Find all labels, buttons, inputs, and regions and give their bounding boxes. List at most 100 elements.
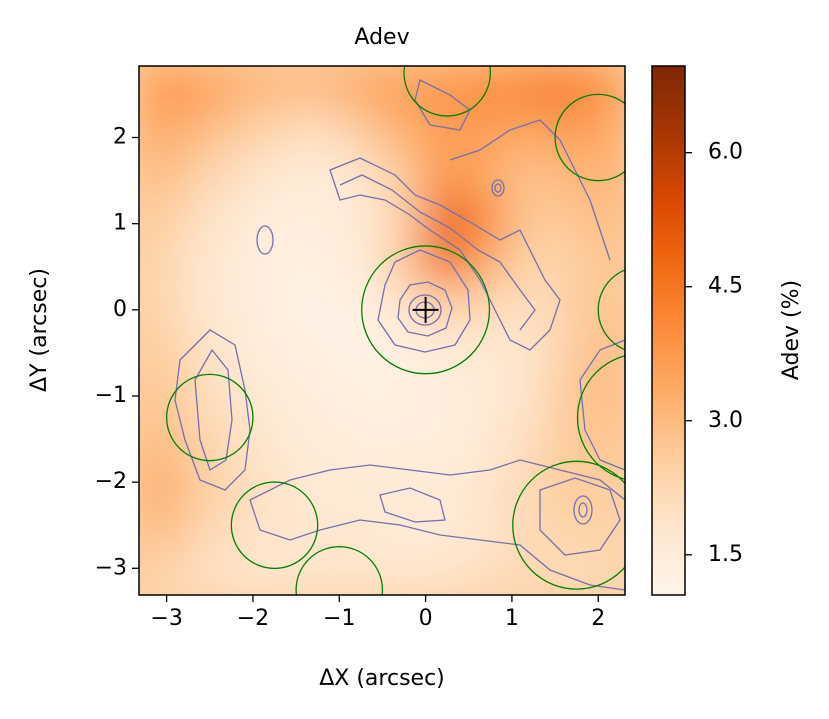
heatmap-cell bbox=[179, 506, 221, 552]
heatmap-cell bbox=[301, 110, 342, 155]
contour bbox=[256, 225, 274, 255]
heatmap-cell bbox=[301, 66, 342, 111]
heatmap-cell bbox=[422, 66, 464, 111]
heatmap-cell bbox=[422, 550, 464, 595]
y-tick-label: 0 bbox=[113, 297, 127, 322]
heatmap-cell bbox=[584, 286, 625, 331]
heatmap-cell bbox=[139, 154, 180, 199]
heatmap-cell bbox=[341, 110, 383, 155]
heatmap-cell bbox=[544, 418, 585, 464]
contour bbox=[494, 183, 502, 193]
contour bbox=[579, 339, 625, 471]
heatmap-cell bbox=[544, 242, 585, 287]
x-tick-label: 0 bbox=[419, 606, 433, 631]
aperture-circle bbox=[554, 93, 625, 182]
heatmap-cell bbox=[544, 462, 585, 508]
heatmap-cell bbox=[220, 66, 261, 111]
heatmap-cell bbox=[422, 198, 464, 243]
heatmap-cell bbox=[220, 286, 261, 331]
heatmap-cell bbox=[341, 66, 383, 111]
y-tick-label: 2 bbox=[113, 125, 127, 150]
heatmap-cell bbox=[179, 286, 221, 331]
contour bbox=[249, 459, 625, 591]
contour bbox=[379, 487, 446, 523]
heatmap-cell bbox=[139, 198, 180, 243]
heatmap-cell bbox=[260, 110, 302, 155]
heatmap-cell bbox=[503, 154, 545, 199]
heatmap-cell bbox=[260, 286, 302, 331]
heatmap-cell bbox=[179, 110, 221, 155]
heatmap-cell bbox=[503, 66, 545, 111]
heatmap-cell bbox=[341, 154, 383, 199]
heatmap-cell bbox=[503, 550, 545, 595]
heatmap-cell bbox=[584, 374, 625, 420]
heatmap-cell bbox=[544, 66, 585, 111]
colorbar-label: Adev (%) bbox=[779, 280, 804, 380]
heatmap-cell bbox=[544, 286, 585, 331]
aperture-circle bbox=[403, 66, 491, 117]
heatmap-cell bbox=[139, 550, 180, 595]
heatmap-cell bbox=[544, 330, 585, 376]
heatmap-cell bbox=[260, 242, 302, 287]
heatmap-cell bbox=[503, 418, 545, 464]
heatmap-cell bbox=[341, 242, 383, 287]
y-tick-label: −2 bbox=[95, 469, 127, 494]
heatmap-cell bbox=[260, 66, 302, 111]
contour bbox=[539, 477, 621, 556]
heatmap-cell bbox=[179, 66, 221, 111]
heatmap-cell bbox=[220, 374, 261, 420]
heatmap-cells bbox=[139, 66, 625, 595]
heatmap-cell bbox=[584, 198, 625, 243]
contour bbox=[174, 329, 251, 491]
chart-title: Adev bbox=[354, 25, 409, 50]
heatmap-cell bbox=[341, 374, 383, 420]
heatmap-cell bbox=[260, 198, 302, 243]
x-tick-label: −2 bbox=[237, 606, 269, 631]
contours bbox=[174, 79, 625, 591]
heatmap-cell bbox=[422, 154, 464, 199]
heatmap-cell bbox=[260, 418, 302, 464]
heatmap-cell bbox=[422, 418, 464, 464]
heatmap-cell bbox=[341, 550, 383, 595]
heatmap-cell bbox=[584, 242, 625, 287]
heatmap-cell bbox=[139, 330, 180, 376]
contour bbox=[194, 348, 233, 471]
aperture-circle bbox=[576, 355, 625, 480]
heatmap-cell bbox=[584, 506, 625, 552]
heatmap-cell bbox=[544, 110, 585, 155]
heatmap-cell bbox=[301, 462, 342, 508]
heatmap-cell bbox=[463, 506, 504, 552]
heatmap-cell bbox=[584, 110, 625, 155]
heatmap-cell bbox=[382, 110, 423, 155]
aperture-circle bbox=[230, 481, 319, 570]
heatmap bbox=[139, 66, 625, 595]
heatmap-cell bbox=[463, 374, 504, 420]
heatmap-cell bbox=[139, 462, 180, 508]
heatmap-cell bbox=[179, 374, 221, 420]
heatmap-cell bbox=[220, 198, 261, 243]
contour bbox=[377, 249, 471, 353]
aperture-circle bbox=[295, 546, 384, 595]
heatmap-cell bbox=[382, 550, 423, 595]
heatmap-cell bbox=[422, 286, 464, 331]
heatmap-cell bbox=[382, 418, 423, 464]
heatmap-cell bbox=[544, 198, 585, 243]
heatmap-cell bbox=[301, 242, 342, 287]
y-tick-label: 1 bbox=[113, 211, 127, 236]
heatmap-cell bbox=[301, 374, 342, 420]
heatmap-cell bbox=[382, 154, 423, 199]
heatmap-cell bbox=[139, 242, 180, 287]
heatmap-cell bbox=[584, 418, 625, 464]
contour bbox=[578, 502, 588, 518]
heatmap-cell bbox=[139, 374, 180, 420]
colorbar-tick-label: 6.0 bbox=[708, 140, 743, 165]
x-tick-label: −3 bbox=[150, 606, 182, 631]
heatmap-cell bbox=[260, 330, 302, 376]
y-axis-label: ΔY (arcsec) bbox=[27, 268, 52, 392]
heatmap-cell bbox=[422, 242, 464, 287]
heatmap-cell bbox=[422, 110, 464, 155]
heatmap-cell bbox=[463, 198, 504, 243]
heatmap-cell bbox=[584, 154, 625, 199]
heatmap-cell bbox=[503, 330, 545, 376]
heatmap-cell bbox=[422, 330, 464, 376]
